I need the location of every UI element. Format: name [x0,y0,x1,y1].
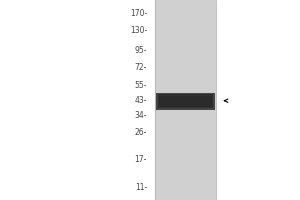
Bar [154,0,216,200]
Text: 55-: 55- [134,81,147,90]
Text: 95-: 95- [134,46,147,55]
Text: 43-: 43- [134,96,147,105]
Text: 170-: 170- [130,9,147,18]
Text: 11-: 11- [135,183,147,192]
Text: 72-: 72- [135,63,147,72]
Text: 34-: 34- [134,111,147,120]
Text: 17-: 17- [135,155,147,164]
Text: 26-: 26- [135,128,147,137]
Text: 130-: 130- [130,26,147,35]
